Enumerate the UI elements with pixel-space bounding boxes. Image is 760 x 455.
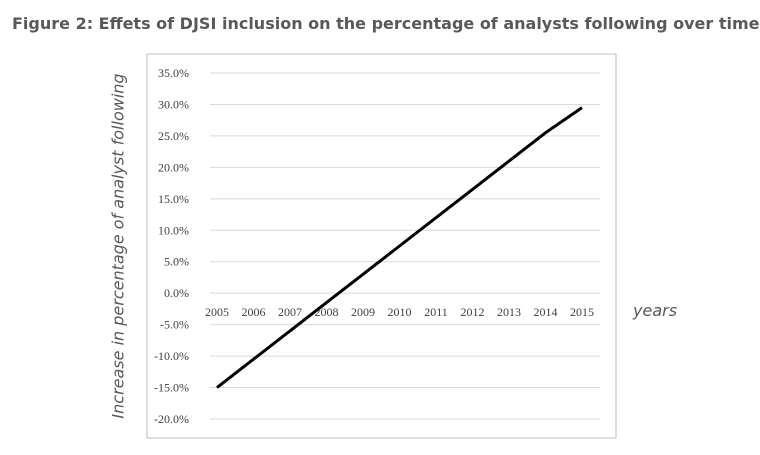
x-tick-label: 2010 xyxy=(388,305,412,319)
y-tick-label: -10.0% xyxy=(154,349,189,363)
x-tick-label: 2006 xyxy=(242,305,266,319)
x-tick-label: 2007 xyxy=(278,305,302,319)
series-layer xyxy=(216,106,583,389)
y-tick-label: 0.0% xyxy=(164,286,189,300)
y-tick-label: 25.0% xyxy=(158,129,189,143)
x-tick-label: 2015 xyxy=(570,305,594,319)
y-tick-label: 5.0% xyxy=(164,255,189,269)
x-tick-label: 2011 xyxy=(424,305,448,319)
y-tick-label: 20.0% xyxy=(158,160,189,174)
x-tick-label: 2012 xyxy=(461,305,485,319)
x-axis-ticks: 2005 2006 2007 2008 2009 2010 2011 2012 2013 2014… xyxy=(205,305,594,319)
x-tick-label: 2009 xyxy=(351,305,375,319)
y-tick-label: -20.0% xyxy=(154,412,189,426)
y-axis-ticks: 35.0% 30.0% 25.0% 20.0% 15.0% 10.0% 5.0% 0.0% -5… xyxy=(154,66,189,426)
gridlines xyxy=(210,72,600,420)
y-tick-label: -15.0% xyxy=(154,381,189,395)
x-tick-label: 2005 xyxy=(205,305,229,319)
series-line xyxy=(216,106,583,389)
y-tick-label: 10.0% xyxy=(158,223,189,237)
plot-border xyxy=(146,53,617,439)
x-tick-label: 2014 xyxy=(534,305,558,319)
y-tick-label: 15.0% xyxy=(158,192,189,206)
y-tick-label: -5.0% xyxy=(160,318,189,332)
x-tick-label: 2013 xyxy=(497,305,521,319)
figure-title: Figure 2: Effets of DJSI inclusion on th… xyxy=(12,14,760,33)
x-axis-label: years xyxy=(633,301,678,320)
y-tick-label: 35.0% xyxy=(158,66,189,80)
y-tick-label: 30.0% xyxy=(158,97,189,111)
